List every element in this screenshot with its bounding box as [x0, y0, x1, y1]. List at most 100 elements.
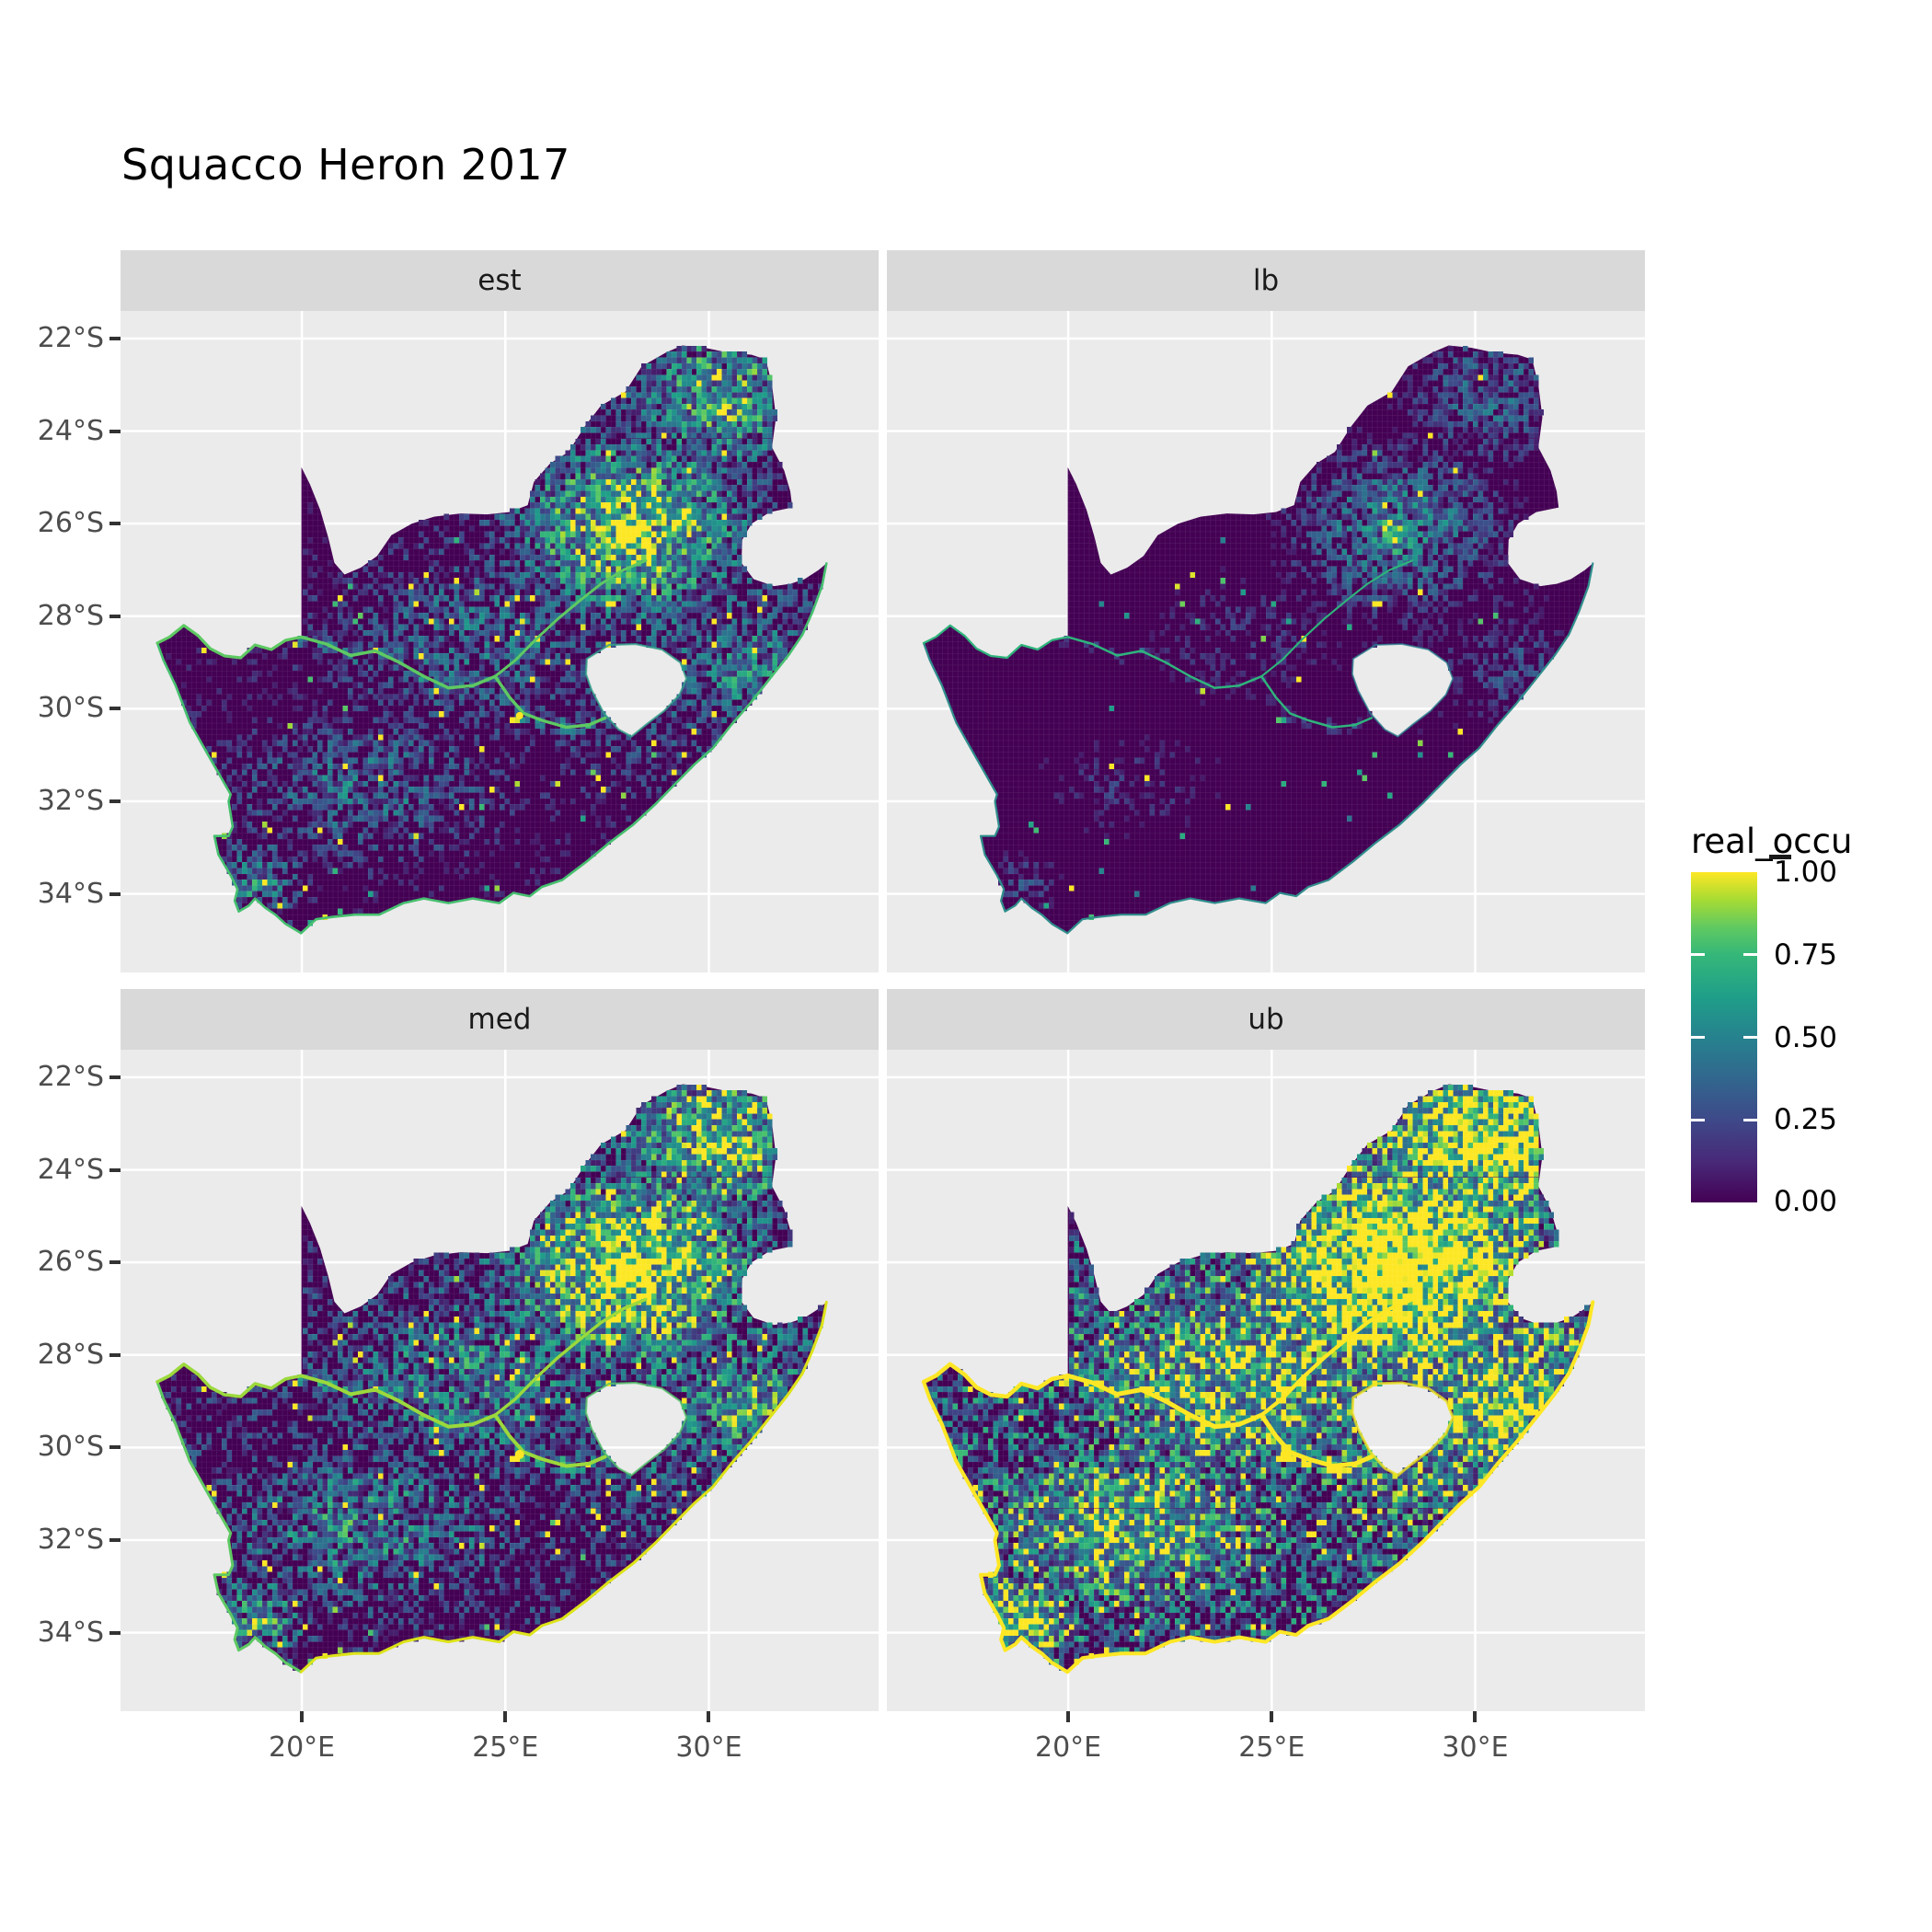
vaal-river: [1260, 559, 1413, 678]
map-panel-lb: [887, 311, 1645, 972]
y-axis-label: 32°S: [37, 784, 104, 817]
coastline-east-fringe: [299, 1300, 828, 1673]
legend-label: 0.50: [1774, 1021, 1838, 1054]
y-axis-tick: [109, 522, 121, 526]
y-axis-tick: [109, 707, 121, 711]
map-panel-est: [121, 311, 879, 972]
y-axis-tick: [109, 1352, 121, 1357]
raster-grid-texture: [157, 345, 827, 934]
x-axis-tick: [1066, 1711, 1071, 1722]
x-axis-tick: [707, 1711, 711, 1722]
coastline-west-fringe: [155, 641, 303, 935]
map-svg-med: [121, 1050, 879, 1711]
plot-title: Squacco Heron 2017: [121, 140, 570, 190]
x-axis-tick: [1473, 1711, 1478, 1722]
y-axis-tick: [109, 1630, 121, 1635]
x-axis-label: 30°E: [1442, 1731, 1509, 1764]
coastline-east-fringe: [1065, 1300, 1595, 1674]
legend-tick-050: [1691, 1036, 1705, 1039]
y-axis-label: 34°S: [37, 1616, 104, 1649]
facet-strip-ub: ub: [887, 989, 1645, 1050]
y-axis-tick: [109, 1445, 121, 1450]
x-axis-label: 25°E: [1238, 1731, 1305, 1764]
raster-grid-texture: [924, 1084, 1593, 1673]
raster-grid-texture: [924, 345, 1593, 934]
orange-river-border: [155, 1363, 304, 1398]
lesotho-border-fringe: [1351, 1381, 1455, 1478]
legend-tick-075: [1743, 953, 1757, 956]
x-axis-label: 20°E: [1035, 1731, 1102, 1764]
y-axis-tick: [109, 799, 121, 803]
x-axis-tick: [1270, 1711, 1274, 1722]
orange-river-border: [921, 1362, 1070, 1399]
y-axis-tick: [109, 429, 121, 433]
y-axis-label: 28°S: [37, 1338, 104, 1371]
legend-top-tick: [1769, 855, 1791, 859]
y-axis-tick: [109, 891, 121, 896]
y-axis-label: 34°S: [37, 877, 104, 910]
orange-river-border: [922, 624, 1069, 660]
y-axis-tick: [109, 1167, 121, 1172]
coastline-east-fringe: [1066, 562, 1594, 935]
lesotho-border-fringe: [1351, 643, 1455, 738]
y-axis-label: 22°S: [37, 1060, 104, 1093]
legend-label: 0.25: [1774, 1103, 1838, 1136]
x-axis-tick: [503, 1711, 508, 1722]
map-svg-ub: [887, 1050, 1645, 1711]
coastline-west-fringe: [155, 1380, 303, 1673]
legend-tick-025: [1743, 1119, 1757, 1121]
orange-river-border: [155, 624, 304, 660]
legend-title: real_occu: [1691, 822, 1853, 861]
y-axis-tick: [109, 336, 121, 340]
facet-strip-lb: lb: [887, 250, 1645, 311]
y-axis-label: 32°S: [37, 1523, 104, 1556]
y-axis-label: 24°S: [37, 1153, 104, 1186]
x-axis-label: 25°E: [472, 1731, 539, 1764]
facet-strip-label: est: [477, 264, 522, 297]
facet-strip-est: est: [121, 250, 879, 311]
coastline-west-fringe: [922, 641, 1069, 935]
raster-grid-texture: [157, 1084, 827, 1673]
map-panel-med: [121, 1050, 879, 1711]
y-axis-label: 30°S: [37, 1431, 104, 1464]
y-axis-label: 28°S: [37, 599, 104, 632]
map-svg-est: [121, 311, 879, 972]
vaal-river: [493, 1297, 648, 1417]
facet-strip-label: lb: [1252, 264, 1280, 297]
lesotho-border-fringe: [584, 1381, 688, 1477]
gariep-dam-hotspot: [514, 1449, 524, 1459]
x-axis-label: 30°E: [675, 1731, 742, 1764]
lesotho-border-fringe: [584, 642, 688, 738]
legend-label: 0.75: [1774, 938, 1838, 972]
y-axis-tick: [109, 1260, 121, 1265]
orange-river: [1066, 636, 1373, 729]
gariep-dam-hotspot: [1280, 1448, 1292, 1460]
map-panel-ub: [887, 1050, 1645, 1711]
coastline-east-fringe: [299, 562, 828, 935]
facet-strip-label: ub: [1248, 1003, 1284, 1036]
facet-strip-med: med: [121, 989, 879, 1050]
x-axis-label: 20°E: [269, 1731, 336, 1764]
legend-tick-050: [1743, 1036, 1757, 1039]
legend-tick-075: [1691, 953, 1705, 956]
y-axis-label: 30°S: [37, 692, 104, 725]
y-axis-tick: [109, 1075, 121, 1079]
orange-river: [299, 635, 607, 730]
legend-label: 1.00: [1774, 856, 1838, 889]
facet-strip-label: med: [467, 1003, 532, 1036]
y-axis-label: 22°S: [37, 321, 104, 354]
coastline-west-fringe: [922, 1380, 1070, 1674]
vaal-river: [1259, 1297, 1415, 1418]
y-axis-label: 24°S: [37, 414, 104, 447]
orange-river: [299, 1374, 607, 1468]
y-axis-label: 26°S: [37, 1246, 104, 1279]
vaal-river: [493, 558, 648, 678]
y-axis-tick: [109, 614, 121, 618]
x-axis-tick: [300, 1711, 305, 1722]
legend-label: 0.00: [1774, 1185, 1838, 1218]
y-axis-tick: [109, 1537, 121, 1542]
legend-tick-025: [1691, 1119, 1705, 1121]
y-axis-label: 26°S: [37, 507, 104, 540]
gariep-dam-hotspot: [515, 711, 523, 719]
